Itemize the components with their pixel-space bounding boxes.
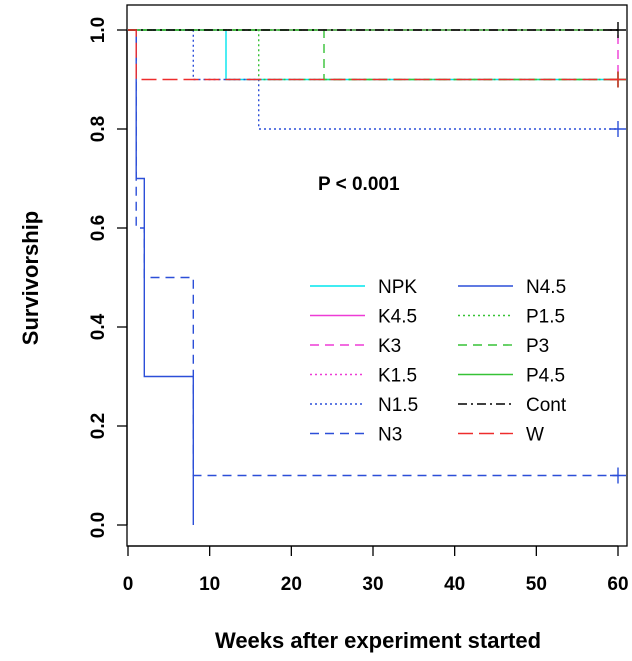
y-axis-title: Survivorship (18, 211, 43, 345)
legend-label-cont: Cont (526, 395, 567, 416)
x-tick-label: 50 (526, 574, 547, 595)
x-axis: 0 10 20 30 40 50 60 (123, 545, 629, 595)
plot-frame (126, 4, 628, 547)
series-line-npk (128, 29, 618, 81)
censor-mark-n1-5 (610, 121, 626, 137)
x-tick-label: 0 (123, 574, 134, 595)
legend-label-p3: P3 (526, 336, 549, 357)
y-tick-label: 0.0 (88, 512, 109, 538)
censor-mark-n3 (610, 467, 626, 484)
legend-label-n1-5: N1.5 (378, 395, 418, 416)
censor-mark-cont (610, 22, 626, 38)
x-tick-label: 10 (199, 574, 220, 595)
annotation-pvalue: P < 0.001 (318, 174, 400, 195)
series-layer (128, 22, 626, 525)
legend-label-npk: NPK (378, 277, 417, 298)
x-tick-label: 40 (444, 574, 465, 595)
y-tick-label: 1.0 (88, 17, 109, 43)
legend-label-k4-5: K4.5 (378, 307, 417, 328)
censor-mark-w (610, 71, 626, 88)
y-tick-label: 0.8 (88, 116, 109, 142)
legend-label-n4-5: N4.5 (526, 277, 566, 298)
legend: NPK K4.5 K3 K1.5 N1.5 N3 N4.5 P1.5 P3 P4.5 Cont W (310, 277, 567, 446)
legend-label-w: W (526, 425, 544, 446)
y-tick-label: 0.4 (88, 313, 109, 340)
legend-label-p4-5: P4.5 (526, 366, 565, 387)
legend-label-k1-5: K1.5 (378, 366, 417, 387)
legend-label-p1-5: P1.5 (526, 307, 565, 328)
x-tick-label: 30 (362, 574, 383, 595)
x-axis-title: Weeks after experiment started (215, 628, 541, 653)
x-tick-label: 20 (281, 574, 302, 595)
series-line-k3 (128, 29, 619, 80)
legend-label-k3: K3 (378, 336, 401, 357)
legend-label-n3: N3 (378, 425, 402, 446)
y-tick-label: 0.6 (88, 215, 109, 241)
series-line-w (128, 29, 618, 81)
y-axis: 0.0 0.2 0.4 0.6 0.8 1.0 (88, 17, 128, 538)
x-tick-label: 60 (607, 574, 628, 595)
series-line-p3 (128, 29, 618, 81)
series-line-p1-5 (128, 29, 618, 81)
y-tick-label: 0.2 (88, 413, 109, 439)
